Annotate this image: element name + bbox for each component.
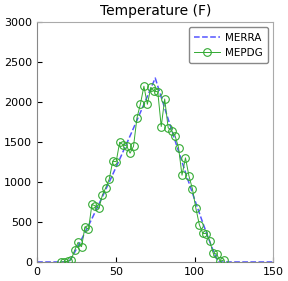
MEPDG — [111, 160, 114, 163]
MEPDG — [204, 232, 208, 235]
MEPDG — [132, 145, 135, 148]
MEPDG — [94, 204, 97, 208]
MEPDG — [66, 260, 69, 263]
MEPDG — [90, 203, 94, 206]
MEPDG — [80, 245, 83, 248]
MEPDG — [97, 207, 101, 210]
MEPDG — [125, 144, 128, 148]
Title: Temperature (F): Temperature (F) — [100, 4, 211, 18]
MEPDG — [173, 134, 177, 137]
MEPDG — [122, 143, 125, 146]
MEPDG — [194, 207, 198, 210]
MEPDG — [187, 174, 191, 178]
Line: MEPDG: MEPDG — [57, 82, 228, 266]
MERRA — [272, 260, 275, 264]
MEPDG — [184, 156, 187, 160]
MEPDG — [170, 129, 173, 132]
MEPDG — [198, 223, 201, 226]
MEPDG — [191, 187, 194, 191]
Legend: MERRA, MEPDG: MERRA, MEPDG — [189, 27, 268, 63]
MEPDG — [114, 160, 118, 163]
MERRA — [213, 253, 217, 257]
MEPDG — [177, 146, 180, 149]
MEPDG — [76, 241, 80, 244]
MERRA — [86, 225, 90, 229]
MEPDG — [180, 173, 184, 177]
MEPDG — [160, 125, 163, 128]
MEPDG — [73, 249, 76, 252]
MEPDG — [211, 251, 215, 255]
MEPDG — [83, 225, 87, 228]
MEPDG — [146, 103, 149, 106]
MERRA — [35, 260, 39, 264]
MEPDG — [222, 258, 225, 262]
MEPDG — [156, 90, 160, 94]
MERRA — [206, 235, 209, 238]
MEPDG — [149, 86, 153, 89]
MEPDG — [59, 260, 62, 264]
MEPDG — [135, 116, 139, 119]
MEPDG — [118, 140, 121, 144]
MEPDG — [163, 97, 166, 101]
Line: MERRA: MERRA — [37, 78, 273, 262]
MEPDG — [208, 239, 211, 243]
MEPDG — [142, 85, 146, 88]
MEPDG — [62, 260, 66, 264]
MEPDG — [128, 151, 132, 155]
MERRA — [124, 143, 128, 147]
MERRA — [154, 76, 157, 80]
MEPDG — [166, 126, 170, 130]
MEPDG — [101, 194, 104, 197]
MEPDG — [201, 232, 204, 235]
MEPDG — [218, 260, 222, 263]
MEPDG — [69, 258, 73, 261]
MEPDG — [153, 90, 156, 93]
MERRA — [126, 140, 129, 144]
MEPDG — [215, 252, 218, 256]
MEPDG — [87, 228, 90, 231]
MERRA — [77, 243, 80, 246]
MEPDG — [107, 177, 111, 181]
MEPDG — [104, 186, 107, 189]
MEPDG — [139, 102, 142, 106]
